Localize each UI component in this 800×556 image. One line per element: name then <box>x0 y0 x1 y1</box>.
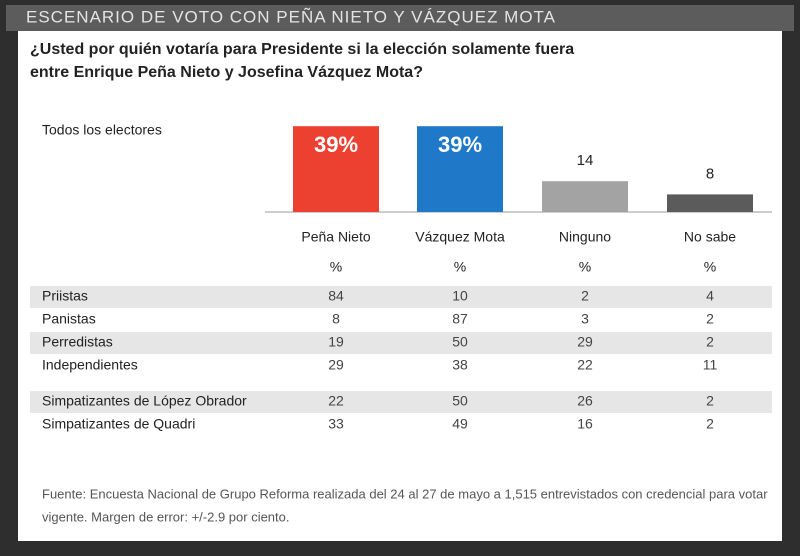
category-label: Vázquez Mota <box>415 229 505 245</box>
cell: 38 <box>452 357 468 373</box>
bar <box>667 194 753 212</box>
cell: 8 <box>332 311 340 327</box>
unit-label: % <box>704 259 716 275</box>
cell: 2 <box>706 311 714 327</box>
row-label: Independientes <box>42 357 138 373</box>
cell: 33 <box>328 416 344 432</box>
cell: 16 <box>577 416 593 432</box>
unit-label: % <box>330 259 342 275</box>
cell: 19 <box>328 334 344 350</box>
source-line: vigente. Margen de error: +/-2.9 por cie… <box>42 509 290 524</box>
row-label: Priistas <box>42 288 88 304</box>
row-shade <box>30 286 772 308</box>
bar <box>293 126 379 212</box>
category-label: No sabe <box>684 229 736 245</box>
row-shade <box>30 332 772 354</box>
category-label: Ninguno <box>559 229 611 245</box>
cell: 50 <box>452 334 468 350</box>
header-band <box>6 5 794 31</box>
category-label: Peña Nieto <box>301 229 370 245</box>
cell: 11 <box>703 357 718 373</box>
bar <box>542 181 628 212</box>
bar <box>417 126 503 212</box>
cell: 22 <box>577 357 593 373</box>
cell: 3 <box>581 311 589 327</box>
cell: 26 <box>577 393 593 409</box>
cell: 22 <box>328 393 344 409</box>
source-line: Fuente: Encuesta Nacional de Grupo Refor… <box>42 486 768 501</box>
cell: 84 <box>328 288 344 304</box>
cell: 2 <box>581 288 589 304</box>
question-line: ¿Usted por quién votaría para Presidente… <box>30 41 574 58</box>
cell: 29 <box>577 334 593 350</box>
row-label: Simpatizantes de Quadri <box>42 416 195 432</box>
value-label: 39% <box>314 132 358 157</box>
cell: 2 <box>706 416 714 432</box>
row-label: Simpatizantes de López Obrador <box>42 393 247 409</box>
row-label: Perredistas <box>42 334 113 350</box>
question-line: entre Enrique Peña Nieto y Josefina Vázq… <box>30 64 423 81</box>
cell: 87 <box>452 311 468 327</box>
unit-label: % <box>579 259 591 275</box>
cell: 4 <box>706 288 714 304</box>
value-label: 39% <box>438 132 482 157</box>
series-label: Todos los electores <box>42 122 162 138</box>
cell: 2 <box>706 393 714 409</box>
unit-label: % <box>454 259 466 275</box>
cell: 10 <box>452 288 468 304</box>
cell: 29 <box>328 357 344 373</box>
cell: 50 <box>452 393 468 409</box>
cell: 49 <box>452 416 468 432</box>
row-shade <box>30 391 772 413</box>
value-label: 14 <box>577 152 594 169</box>
row-label: Panistas <box>42 311 96 327</box>
cell: 2 <box>706 334 714 350</box>
header-title: ESCENARIO DE VOTO CON PEÑA NIETO Y VÁZQU… <box>26 7 556 26</box>
value-label: 8 <box>706 165 714 182</box>
